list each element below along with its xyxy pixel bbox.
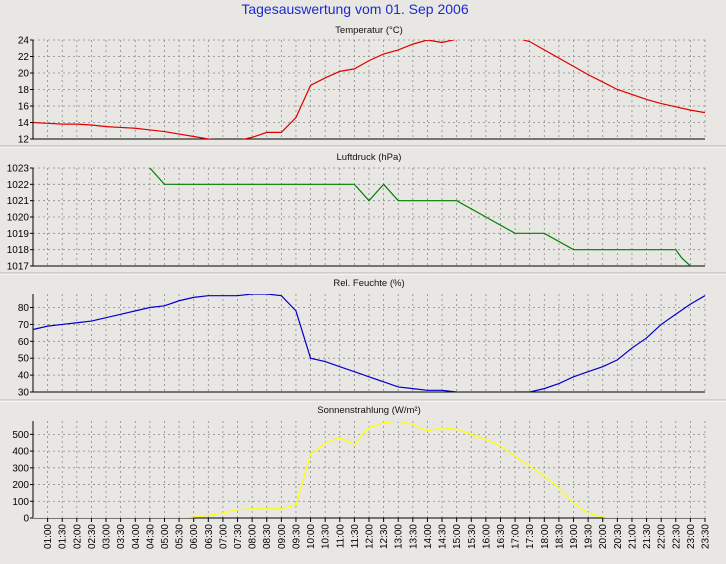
x-tick-label: 09:00	[277, 524, 288, 549]
feuchte-ytick-label: 70	[18, 320, 30, 331]
x-tick-label: 18:00	[540, 524, 551, 549]
x-tick-label: 12:00	[365, 524, 376, 549]
sonnenstrahlung-panel-title: Sonnenstrahlung (W/m²)	[317, 405, 420, 416]
sonnenstrahlung-series-line	[33, 421, 705, 518]
x-tick-label: 07:00	[218, 524, 229, 549]
luftdruck-ytick-label: 1023	[7, 164, 30, 175]
x-tick-label: 03:00	[102, 524, 113, 549]
x-tick-label: 08:00	[248, 524, 259, 549]
x-tick-label: 22:30	[671, 524, 682, 549]
x-tick-label: 12:30	[379, 524, 390, 549]
x-tick-label: 15:00	[452, 524, 463, 549]
x-tick-label: 13:00	[394, 524, 405, 549]
x-tick-label: 23:00	[686, 524, 697, 549]
x-tick-label: 04:00	[131, 524, 142, 549]
feuchte-ytick-label: 60	[18, 337, 30, 348]
x-tick-label: 07:30	[233, 524, 244, 549]
x-tick-label: 01:30	[58, 524, 69, 549]
x-tick-label: 11:30	[350, 524, 361, 549]
sonnenstrahlung-ytick-label: 100	[12, 497, 29, 508]
luftdruck-panel-title: Luftdruck (hPa)	[337, 152, 402, 163]
x-tick-label: 10:30	[321, 524, 332, 549]
sonnenstrahlung-ytick-label: 300	[12, 463, 29, 474]
temperatur-series-line	[33, 40, 705, 139]
x-tick-label: 05:00	[160, 524, 171, 549]
x-tick-label: 13:30	[408, 524, 419, 549]
x-tick-label: 21:30	[642, 524, 653, 549]
luftdruck-ytick-label: 1019	[7, 229, 30, 240]
temperatur-ytick-label: 16	[18, 102, 30, 113]
feuchte-ytick-label: 80	[18, 303, 30, 314]
luftdruck-series-line	[149, 168, 691, 266]
x-tick-label: 06:00	[189, 524, 200, 549]
sonnenstrahlung-ytick-label: 400	[12, 447, 29, 458]
sonnenstrahlung-ytick-label: 500	[12, 430, 29, 441]
x-tick-label: 08:30	[262, 524, 273, 549]
sonnenstrahlung-ytick-label: 200	[12, 480, 29, 491]
x-tick-label: 21:00	[627, 524, 638, 549]
x-tick-label: 14:00	[423, 524, 434, 549]
x-tick-label: 10:00	[306, 524, 317, 549]
temperatur-ytick-label: 14	[18, 118, 30, 129]
x-tick-label: 19:00	[569, 524, 580, 549]
x-tick-label: 02:30	[87, 524, 98, 549]
x-tick-label: 20:00	[598, 524, 609, 549]
luftdruck-ytick-label: 1021	[7, 196, 30, 207]
luftdruck-ytick-label: 1017	[7, 262, 30, 273]
x-tick-label: 15:30	[467, 524, 478, 549]
x-tick-label: 17:00	[511, 524, 522, 549]
x-tick-label: 16:30	[496, 524, 507, 549]
temperatur-ytick-label: 22	[18, 52, 30, 63]
feuchte-ytick-label: 40	[18, 371, 30, 382]
x-tick-label: 20:30	[613, 524, 624, 549]
x-tick-label: 22:00	[657, 524, 668, 549]
feuchte-ytick-label: 50	[18, 354, 30, 365]
feuchte-series-line	[33, 294, 705, 392]
x-tick-label: 14:30	[438, 524, 449, 549]
temperatur-ytick-label: 24	[18, 36, 30, 47]
x-tick-label: 11:00	[335, 524, 346, 549]
x-tick-label: 02:00	[72, 524, 83, 549]
temperatur-ytick-label: 20	[18, 69, 30, 80]
x-tick-label: 23:30	[701, 524, 712, 549]
page-title: Tagesauswertung vom 01. Sep 2006	[241, 1, 469, 17]
luftdruck-ytick-label: 1020	[7, 213, 30, 224]
sonnenstrahlung-ytick-label: 0	[23, 514, 29, 525]
x-tick-label: 06:30	[204, 524, 215, 549]
x-tick-label: 18:30	[554, 524, 565, 549]
x-tick-label: 04:30	[145, 524, 156, 549]
sonnenstrahlung-plot-area	[33, 421, 705, 518]
x-tick-label: 17:30	[525, 524, 536, 549]
luftdruck-ytick-label: 1022	[7, 180, 30, 191]
temperatur-ytick-label: 18	[18, 85, 30, 96]
feuchte-panel-title: Rel. Feuchte (%)	[333, 278, 404, 289]
x-tick-label: 05:30	[175, 524, 186, 549]
temperatur-ytick-label: 12	[18, 135, 30, 146]
feuchte-ytick-label: 30	[18, 388, 30, 399]
temperatur-panel-title: Temperatur (°C)	[335, 25, 403, 36]
x-tick-label: 03:30	[116, 524, 127, 549]
x-tick-label: 09:30	[291, 524, 302, 549]
x-tick-label: 01:00	[43, 524, 54, 549]
luftdruck-ytick-label: 1018	[7, 245, 30, 256]
x-tick-label: 16:00	[481, 524, 492, 549]
x-tick-label: 19:30	[584, 524, 595, 549]
